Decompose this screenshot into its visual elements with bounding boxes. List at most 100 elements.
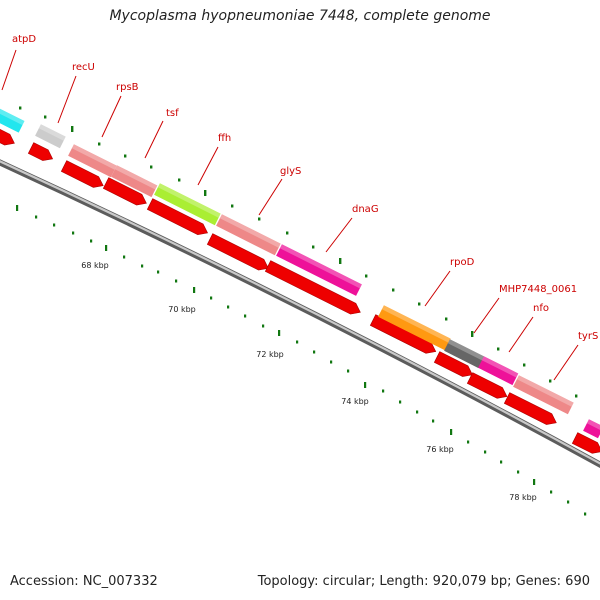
gene-feature-tyrS [513,375,574,415]
inner-tick [450,429,453,435]
gene-feature-rpsB [68,144,117,178]
gene-feature-track [0,105,600,439]
inner-tick [500,460,503,464]
tick-marks [16,106,587,516]
leader-dnaG [325,217,353,253]
inner-tick [123,255,126,259]
gene-feature-glyS-shape [216,214,281,256]
inner-tick [533,479,536,485]
inner-tick [141,264,144,268]
inner-tick [313,350,316,354]
inner-tick [72,231,75,235]
cds-arrow-shape [264,260,361,315]
inner-tick [584,512,587,516]
gene-feature-nfo-shape [478,356,519,386]
inner-tick [382,389,385,393]
outer-tick [44,115,47,119]
gene-feature-edge [583,419,600,439]
inner-tick [193,287,196,293]
leader-rpoD [424,270,451,307]
gene-feature-atpD [0,105,25,133]
outer-tick [549,379,552,383]
gene-feature-tyrS-shape [513,375,574,415]
scale-label: 70 kbp [168,305,196,314]
outer-tick [19,106,22,110]
genome-backbone [0,159,600,468]
gene-feature-rpoD-shape [378,305,451,351]
cds-arrow [206,233,269,271]
gene-feature-dnaG [276,244,362,296]
outer-tick [71,126,74,132]
gene-feature-rpoD-shine [381,305,451,343]
gene-feature-ffh [154,183,221,226]
gene-feature-tsf-shape [111,165,158,198]
scale-label: 68 kbp [81,261,109,270]
gene-label-tsf: tsf [166,108,179,119]
gene-feature-recU [35,124,66,149]
cds-arrow-shape [466,372,508,399]
gene-feature-glyS-shine [219,214,281,248]
cds-arrow [146,198,209,235]
outer-tick [286,231,289,235]
cds-arrow [60,160,104,188]
gene-label-tyrS: tyrS [578,331,598,342]
gene-feature-recU-shine [38,124,66,141]
genome-summary-text: Topology: circular; Length: 920,079 bp; … [257,574,590,589]
inner-tick [278,330,281,336]
leader-recU [57,75,77,124]
gene-leaders: atpD recU rpsB tsf ffh glyS dnaG rpoD MHP7448_00… [1,34,598,381]
outer-tick [575,394,578,398]
gene-feature-nfo [478,356,519,386]
accession-text: Accession: NC_007332 [10,574,158,589]
inner-tick [330,360,333,364]
gene-feature-atpD-shine [0,105,25,126]
gene-feature-ffh-shape [154,183,221,226]
cds-track [0,126,600,454]
inner-tick [244,314,247,318]
cds-arrow [27,142,54,161]
gene-feature-dnaG-shape [276,244,362,296]
cds-arrow-shape [146,198,209,235]
inner-tick [296,340,299,344]
inner-tick [416,410,419,414]
cds-arrow-shape [102,177,147,206]
outer-tick [204,190,207,196]
gene-label-rpoD: rpoD [450,257,475,268]
leader-rpsB [101,95,122,138]
gene-feature-rpoD [378,305,451,351]
outer-tick [418,302,421,306]
inner-tick [484,450,487,454]
gene-label-nfo: nfo [533,303,549,314]
cds-arrow-shape [503,392,557,425]
scale-label: 76 kbp [426,445,454,454]
inner-tick [210,296,213,300]
leader-glyS [258,178,283,216]
gene-label-dnaG: dnaG [352,204,379,215]
leader-tsf [144,120,164,159]
inner-tick [227,305,230,309]
inner-tick [16,205,19,211]
gene-feature-tsf [111,165,158,198]
backbone-outer [0,159,600,468]
cds-arrow [571,432,600,454]
outer-tick [392,288,395,292]
outer-tick [365,274,368,278]
cds-arrow [264,260,361,315]
outer-tick [231,204,234,208]
cds-arrow-shape [433,351,473,377]
outer-tick [150,165,153,169]
gene-feature-MHP7448_0061 [444,339,485,369]
cds-arrow-shape [27,142,54,161]
inner-tick [90,239,93,243]
inner-tick [550,490,553,494]
scale-label: 74 kbp [341,397,369,406]
cds-arrow-shape [60,160,104,188]
outer-tick [178,178,181,182]
outer-tick [445,317,448,321]
gene-label-rpsB: rpsB [116,82,139,93]
backbone-highlight [0,160,600,465]
inner-tick [364,382,367,388]
inner-tick [175,279,178,283]
outer-tick [312,245,315,249]
